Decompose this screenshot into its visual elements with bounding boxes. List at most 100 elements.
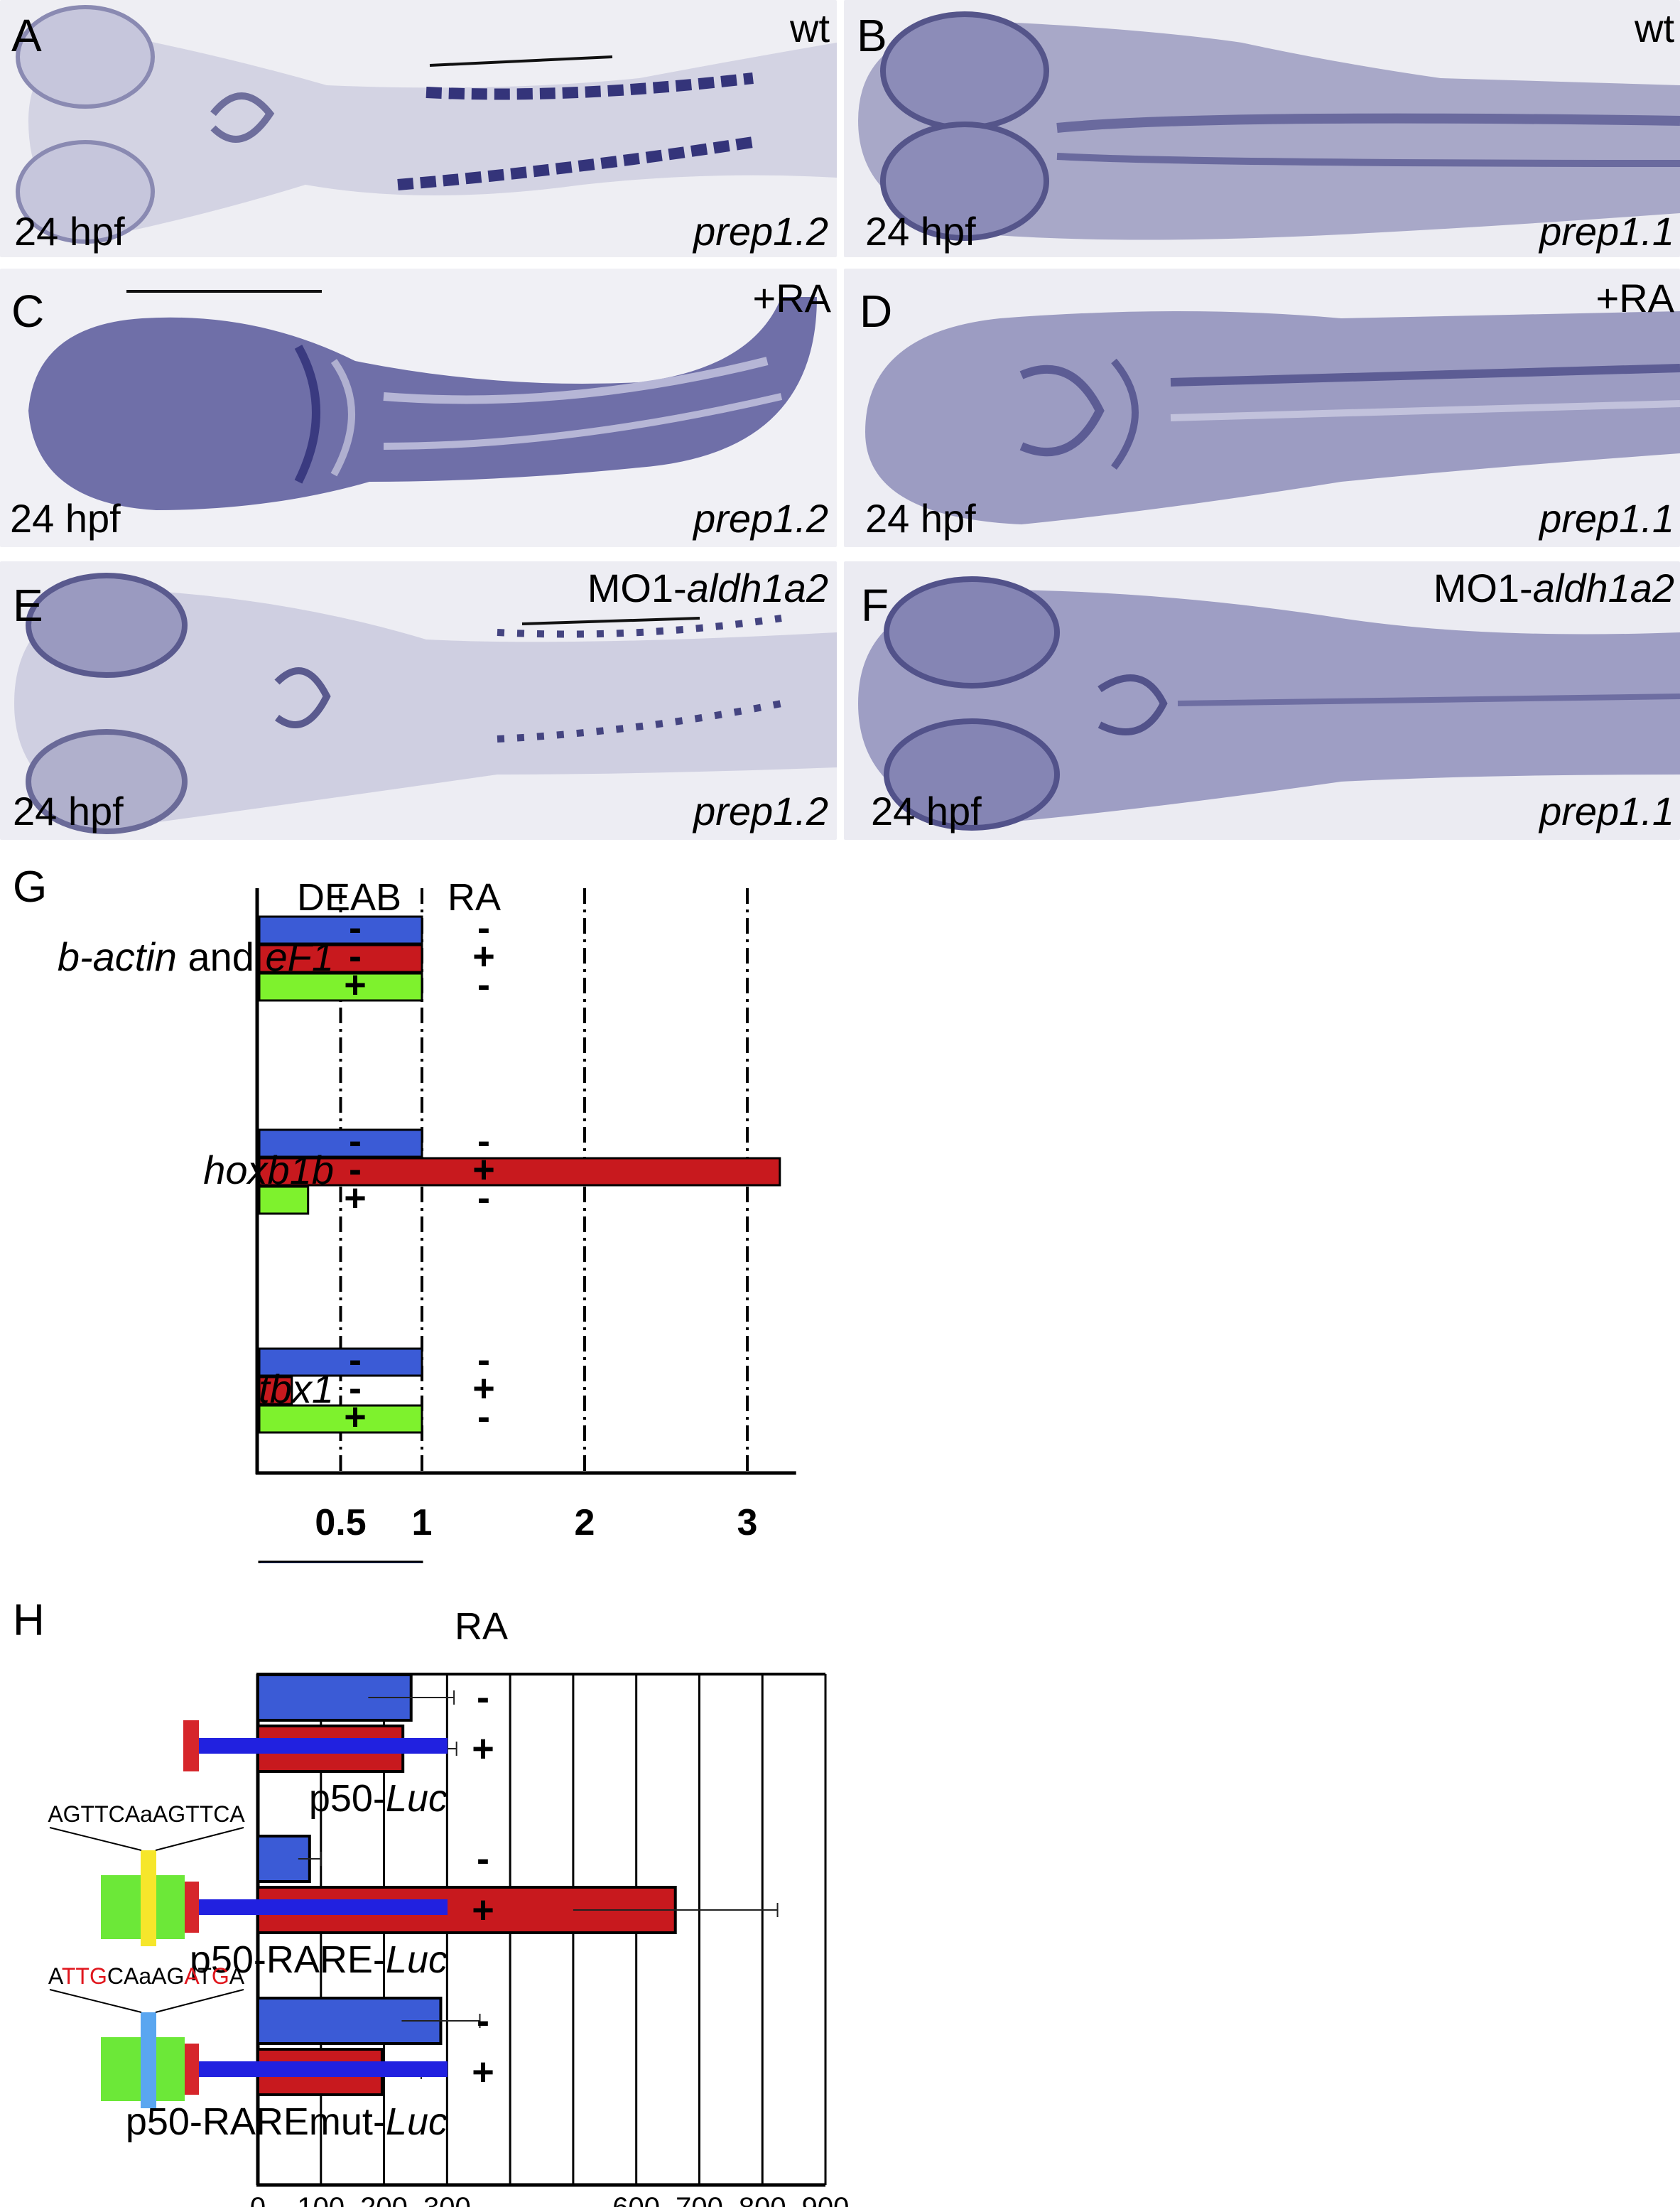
- gene-label-c: prep1.2: [693, 496, 828, 541]
- ra-sign-2-0: -: [477, 1339, 490, 1381]
- site-sequence-part-1-0: AGTTCAaAGTTCA: [48, 1801, 245, 1827]
- treatment-label-a: wt: [790, 6, 830, 50]
- x-tick-g-1: 1: [412, 1502, 433, 1543]
- bar-g-3-0: [258, 1560, 423, 1563]
- stage-label-b: 24 hpf: [865, 209, 976, 254]
- panel-letter-d: D: [860, 286, 893, 337]
- site-fan-right-2: [155, 1989, 244, 2013]
- panel-f: F MO1-aldh1a2 24 hpf prep1.1: [844, 561, 1680, 840]
- gene-label-d: prep1.1: [1539, 496, 1674, 541]
- stage-label-f: 24 hpf: [871, 789, 982, 833]
- ra-sign-1-1: +: [472, 1148, 495, 1191]
- bar-g-2-2: [258, 1404, 423, 1434]
- column-header-ra-h: RA: [455, 1605, 509, 1648]
- stage-label-c: 24 hpf: [10, 496, 121, 541]
- group-label-g-1: hoxb1b: [203, 1148, 334, 1192]
- bar-g-0-1: [258, 944, 423, 973]
- x-tick-h-3: 300: [423, 2192, 471, 2207]
- site-sequence-part-2-2: CAaAG: [107, 1963, 184, 1989]
- site-sequence-part-2-3: A: [184, 1963, 200, 1989]
- x-tick-h-4: 600: [612, 2192, 660, 2207]
- bar-g-1-2: [258, 1185, 310, 1215]
- ra-sign-2-1: +: [472, 1367, 495, 1410]
- panel-a: A wt 24 hpf prep1.2: [0, 0, 837, 257]
- site-sequence-part-2-6: A: [229, 1963, 245, 1989]
- bar-g-2-1: [258, 1376, 293, 1405]
- bar-g-1-0: [258, 1128, 423, 1158]
- site-sequence-part-2-0: A: [48, 1963, 64, 1989]
- site-fan-right-1: [155, 1827, 244, 1851]
- ra-sign-h-1-0: -: [477, 1838, 489, 1880]
- deab-sign-2-1: -: [349, 1367, 362, 1410]
- stage-label-d: 24 hpf: [865, 496, 976, 541]
- panel-letter-b: B: [857, 10, 887, 61]
- site-fan-left-1: [49, 1827, 142, 1851]
- treatment-gene-e: aldh1a2: [686, 566, 828, 610]
- treatment-label-b: wt: [1635, 6, 1674, 50]
- construct-reporter-2: Luc: [386, 2100, 448, 2143]
- embryo-image-b: [844, 0, 1680, 257]
- embryo-image-f: [844, 561, 1680, 840]
- construct-reporter-0: Luc: [386, 1777, 448, 1820]
- group-label-g-0: b-actin and eF1: [58, 934, 334, 979]
- construct-name-1: p50-RARE-: [190, 1938, 386, 1981]
- site-sequence-part-2-4: T: [197, 1963, 212, 1989]
- x-tick-h-7: 900: [802, 2192, 850, 2207]
- panel-letter-a: A: [11, 10, 42, 61]
- ra-sign-h-1-1: +: [472, 1889, 494, 1931]
- x-tick-h-2: 200: [360, 2192, 408, 2207]
- bar-g-2-0: [258, 1347, 423, 1377]
- deab-sign-0-0: -: [349, 907, 362, 949]
- construct-label-1: p50-RARE-Luc: [190, 1938, 448, 1981]
- construct-promoter-1: [183, 1882, 199, 1933]
- x-tick-h-5: 700: [676, 2192, 723, 2207]
- ra-sign-2-2: -: [477, 1396, 490, 1438]
- bar-g-0-2: [258, 972, 423, 1002]
- deab-sign-0-1: -: [349, 935, 362, 978]
- gene-label-b: prep1.1: [1539, 209, 1674, 254]
- panel-letter-c: C: [11, 286, 45, 337]
- treatment-label-e: MO1-aldh1a2: [587, 568, 828, 608]
- panel-letter-f: F: [861, 580, 889, 631]
- panel-letter-h: H: [13, 1596, 45, 1645]
- construct-name-0: p50-: [309, 1777, 386, 1820]
- panel-letter-e: E: [13, 580, 43, 631]
- ra-sign-h-0-1: +: [472, 1727, 494, 1770]
- deab-sign-0-2: +: [344, 964, 367, 1006]
- column-header-deab: DEAB: [297, 876, 402, 919]
- ra-sign-h-2-1: +: [472, 2051, 494, 2093]
- panel-e: E MO1-aldh1a2 24 hpf prep1.2: [0, 561, 837, 840]
- x-tick-g-0: 0.5: [315, 1502, 366, 1543]
- x-tick-h-1: 100: [297, 2192, 345, 2207]
- ra-sign-0-1: +: [472, 935, 495, 978]
- bar-g-1-1: [258, 1157, 781, 1187]
- x-tick-h-6: 800: [739, 2192, 786, 2207]
- treatment-gene-f: aldh1a2: [1532, 566, 1674, 610]
- panel-letter-g: G: [13, 863, 48, 912]
- ra-sign-h-0-0: -: [477, 1676, 489, 1719]
- deab-sign-3-0: -: [349, 1552, 362, 1563]
- treatment-label-c: +RA: [752, 276, 832, 320]
- deab-sign-1-0: -: [349, 1120, 362, 1162]
- embryo-image-d: [844, 269, 1680, 547]
- treatment-label-f: MO1-aldh1a2: [1434, 568, 1674, 608]
- site-sequence-1: AGTTCAaAGTTCA: [48, 1801, 245, 1827]
- group-label-part-0-2: eF1: [266, 934, 335, 979]
- embryo-image-c: [0, 269, 837, 547]
- ra-sign-h-2-0: -: [477, 2000, 489, 2042]
- x-tick-h-0: 0: [250, 2192, 266, 2207]
- chart-h: -+p50-Luc-+AGTTCAaAGTTCAp50-RARE-Luc-+AT…: [48, 1673, 850, 2207]
- ra-sign-1-2: -: [477, 1177, 490, 1219]
- gene-label-e: prep1.2: [693, 789, 828, 833]
- deab-sign-2-2: +: [344, 1396, 367, 1438]
- treatment-prefix-f: MO1-: [1433, 566, 1533, 610]
- deab-sign-2-0: -: [349, 1339, 362, 1381]
- treatment-label-d: +RA: [1595, 276, 1675, 320]
- panel-d: D +RA 24 hpf prep1.1: [844, 269, 1680, 547]
- ra-sign-0-2: -: [477, 964, 490, 1006]
- construct-site-1: [141, 1850, 156, 1946]
- site-sequence-part-2-5: G: [212, 1963, 229, 1989]
- stage-label-e: 24 hpf: [13, 789, 124, 833]
- deab-sign-1-2: +: [344, 1177, 367, 1219]
- construct-promoter-2: [183, 2044, 199, 2095]
